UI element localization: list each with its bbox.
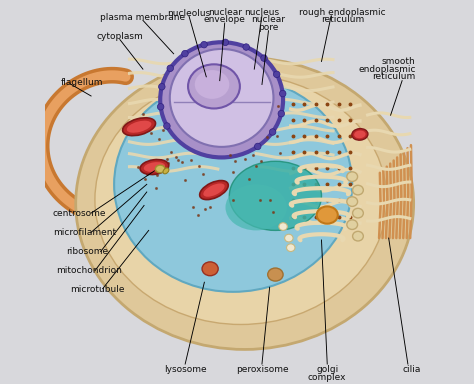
Ellipse shape bbox=[76, 58, 414, 349]
Ellipse shape bbox=[95, 75, 387, 324]
Ellipse shape bbox=[347, 172, 357, 182]
Ellipse shape bbox=[158, 83, 165, 90]
Ellipse shape bbox=[243, 44, 249, 50]
Text: pore: pore bbox=[258, 23, 279, 32]
Ellipse shape bbox=[273, 71, 280, 78]
Ellipse shape bbox=[317, 207, 338, 223]
Ellipse shape bbox=[261, 55, 267, 61]
Ellipse shape bbox=[164, 123, 170, 129]
Ellipse shape bbox=[140, 159, 169, 175]
Text: reticulum: reticulum bbox=[372, 72, 416, 81]
Ellipse shape bbox=[127, 121, 151, 133]
Ellipse shape bbox=[278, 110, 284, 117]
Ellipse shape bbox=[155, 165, 165, 173]
Text: flagellum: flagellum bbox=[60, 78, 103, 87]
Ellipse shape bbox=[114, 77, 352, 292]
Text: nuclear: nuclear bbox=[208, 8, 242, 17]
Text: endoplasmic: endoplasmic bbox=[358, 65, 416, 74]
Ellipse shape bbox=[287, 244, 295, 252]
Text: plasma membrane: plasma membrane bbox=[100, 13, 185, 22]
Ellipse shape bbox=[353, 231, 364, 241]
Ellipse shape bbox=[347, 197, 357, 207]
Text: microtubule: microtubule bbox=[70, 285, 125, 295]
Ellipse shape bbox=[354, 131, 365, 138]
Ellipse shape bbox=[280, 90, 286, 97]
Ellipse shape bbox=[203, 184, 225, 197]
Ellipse shape bbox=[195, 70, 229, 99]
Ellipse shape bbox=[188, 64, 240, 109]
Ellipse shape bbox=[284, 234, 293, 242]
Ellipse shape bbox=[352, 129, 368, 140]
Ellipse shape bbox=[157, 104, 164, 110]
Ellipse shape bbox=[268, 268, 283, 281]
Ellipse shape bbox=[201, 41, 207, 48]
Ellipse shape bbox=[279, 223, 287, 230]
Text: reticulum: reticulum bbox=[321, 15, 364, 25]
Text: centrosome: centrosome bbox=[53, 209, 106, 218]
Text: peroxisome: peroxisome bbox=[236, 365, 288, 374]
Text: cilia: cilia bbox=[402, 365, 421, 374]
Ellipse shape bbox=[202, 262, 218, 276]
Ellipse shape bbox=[226, 184, 287, 230]
Text: complex: complex bbox=[308, 372, 346, 382]
Text: rough endoplasmic: rough endoplasmic bbox=[299, 8, 386, 17]
Text: lysosome: lysosome bbox=[164, 365, 207, 374]
Text: mitochondrion: mitochondrion bbox=[56, 266, 122, 275]
Ellipse shape bbox=[160, 42, 283, 157]
Ellipse shape bbox=[269, 129, 276, 135]
Ellipse shape bbox=[144, 162, 165, 172]
Ellipse shape bbox=[170, 49, 273, 147]
Ellipse shape bbox=[163, 168, 169, 174]
Ellipse shape bbox=[229, 161, 321, 230]
Ellipse shape bbox=[353, 185, 364, 195]
Ellipse shape bbox=[353, 208, 364, 218]
Ellipse shape bbox=[167, 65, 173, 71]
Ellipse shape bbox=[182, 50, 188, 57]
Ellipse shape bbox=[347, 220, 357, 230]
Ellipse shape bbox=[200, 180, 228, 200]
Ellipse shape bbox=[123, 118, 155, 136]
Text: microfilament: microfilament bbox=[53, 228, 116, 237]
Text: cytoplasm: cytoplasm bbox=[97, 32, 143, 41]
Text: nucleolus: nucleolus bbox=[167, 9, 210, 18]
Text: ribosome: ribosome bbox=[66, 247, 108, 256]
Text: nuclear: nuclear bbox=[252, 15, 285, 25]
Text: smooth: smooth bbox=[382, 57, 416, 66]
Ellipse shape bbox=[255, 143, 261, 150]
Text: envelope: envelope bbox=[204, 15, 246, 25]
Ellipse shape bbox=[222, 39, 228, 46]
Text: golgi: golgi bbox=[316, 365, 338, 374]
Text: nucleus: nucleus bbox=[245, 8, 280, 17]
